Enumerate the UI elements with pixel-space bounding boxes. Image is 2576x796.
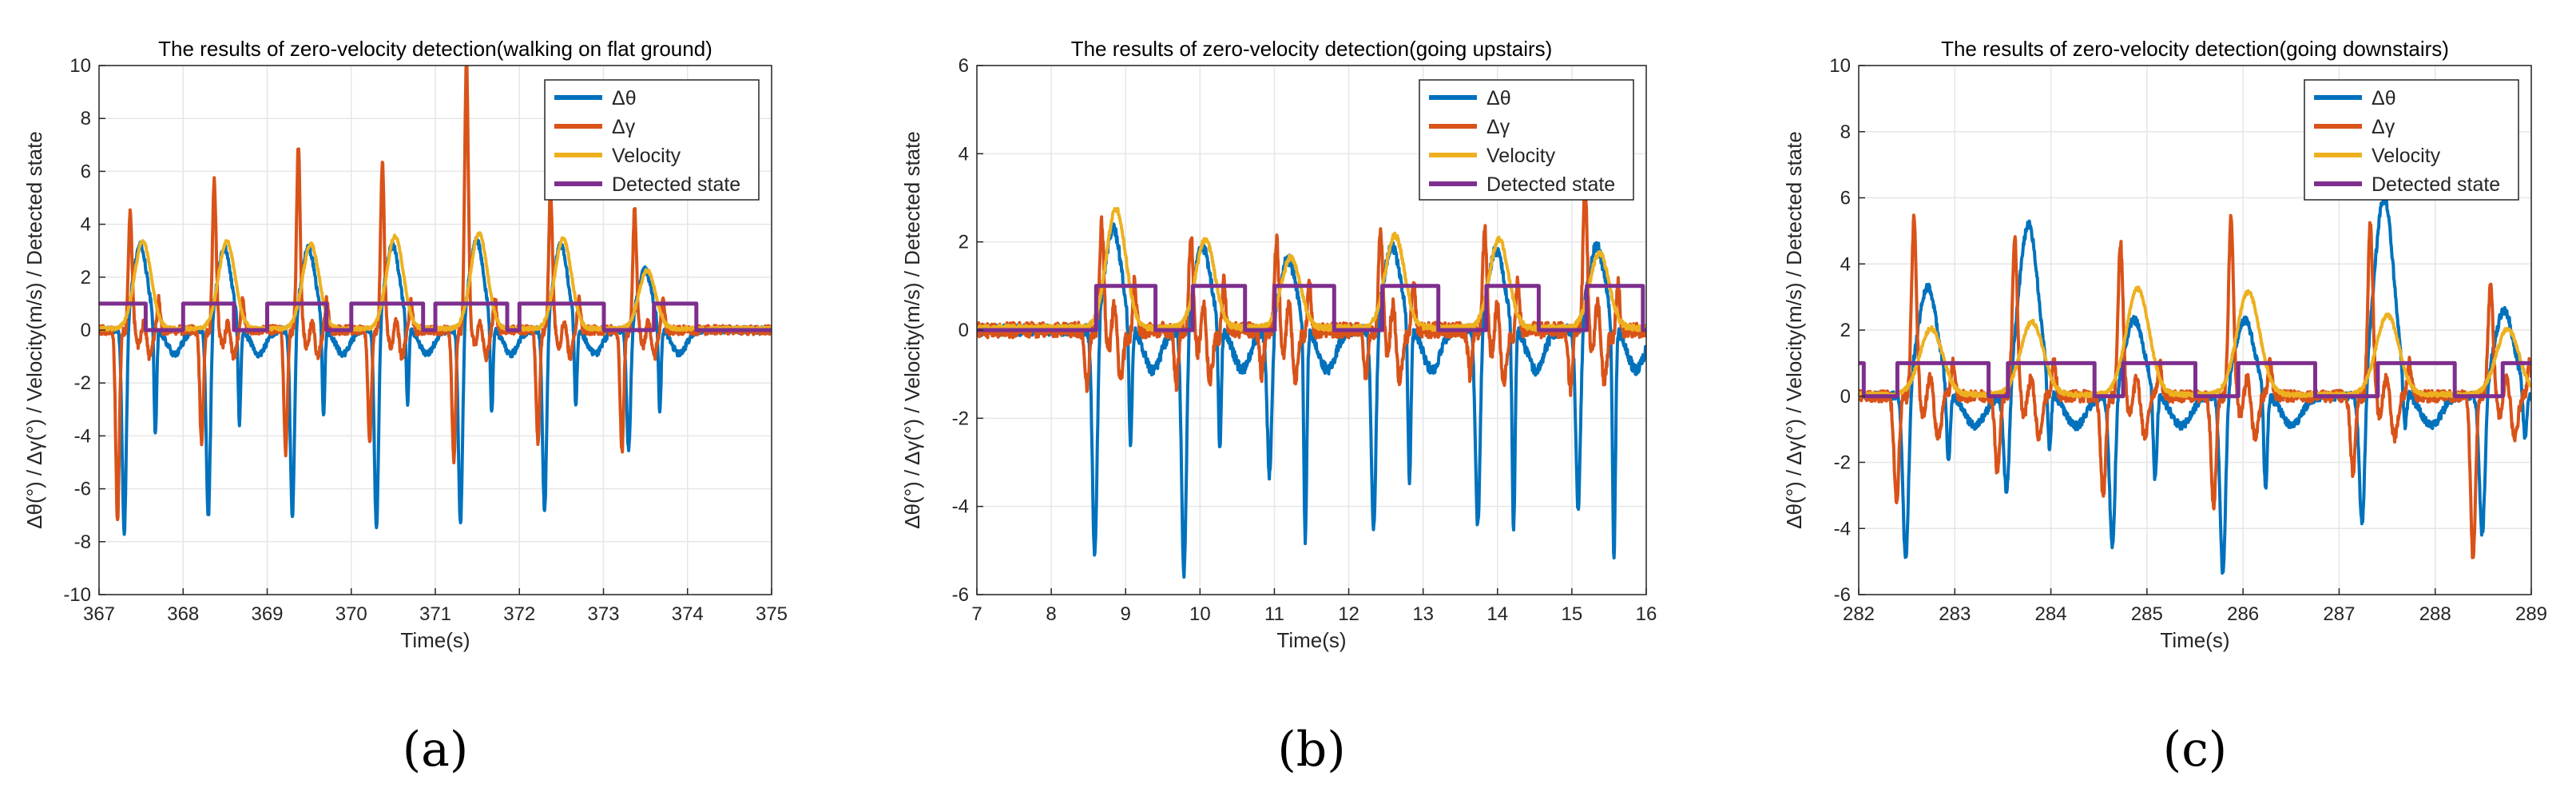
- y-tick-label: 2: [1840, 320, 1851, 341]
- y-tick-label: 0: [81, 320, 91, 341]
- legend-label: Δγ: [1486, 116, 1510, 138]
- dtheta-line: [99, 236, 772, 536]
- x-tick-label: 286: [2227, 603, 2259, 625]
- y-tick-label: 8: [81, 108, 91, 129]
- y-tick-label: -8: [74, 531, 91, 553]
- y-tick-label: -10: [63, 584, 91, 606]
- dtheta-line: [1859, 193, 2531, 575]
- x-tick-label: 285: [2131, 603, 2163, 625]
- x-tick-label: 15: [1562, 603, 1583, 625]
- x-tick-label: 372: [503, 603, 535, 625]
- y-tick-label: 6: [1840, 188, 1851, 209]
- dtheta-line: [977, 222, 1646, 579]
- y-tick-label: 4: [1840, 253, 1851, 275]
- x-tick-label: 367: [83, 603, 115, 625]
- series-group: [99, 66, 772, 536]
- x-tick-label: 14: [1486, 603, 1508, 625]
- y-tick-label: -2: [1834, 452, 1851, 474]
- y-axis-label: Δθ(°) / Δγ(°) / Velocity(m/s) / Detected…: [22, 131, 46, 529]
- legend-label: Δθ: [1486, 87, 1511, 109]
- legend: Δθ Δγ Velocity Detected state: [2304, 79, 2519, 201]
- x-tick-label: 370: [335, 603, 367, 625]
- series-group: [977, 176, 1646, 579]
- x-axis-label: Time(s): [2160, 628, 2229, 652]
- detected-state-line: [99, 301, 772, 332]
- chart-panel-1: 367 368 369 370 371 372 373 374 375 -10 -8 -6 -4 -2 0 2…: [22, 37, 788, 778]
- y-tick-label: 10: [1829, 55, 1851, 77]
- x-tick-label: 374: [672, 603, 704, 625]
- y-tick-label: 2: [81, 267, 91, 289]
- x-tick-label: 284: [2035, 603, 2067, 625]
- detected-state-line: [1859, 360, 2531, 399]
- velocity-line: [977, 206, 1646, 332]
- y-tick-label: 0: [1840, 386, 1851, 408]
- x-tick-label: 8: [1046, 603, 1056, 625]
- y-tick-label: 2: [959, 232, 969, 253]
- panel-label: (c): [2163, 722, 2227, 778]
- x-tick-label: 12: [1338, 603, 1359, 625]
- y-tick-label: 0: [959, 320, 969, 341]
- legend-label: Δγ: [2372, 116, 2395, 138]
- legend-label: Velocity: [612, 145, 681, 167]
- legend-label: Detected state: [612, 173, 740, 196]
- chart-title: The results of zero-velocity detection(g…: [1071, 37, 1553, 61]
- x-tick-label: 10: [1189, 603, 1211, 625]
- x-tick-label: 283: [1939, 603, 1971, 625]
- legend-label: Δθ: [2372, 87, 2396, 109]
- x-tick-label: 16: [1636, 603, 1657, 625]
- y-tick-label: -2: [74, 372, 91, 394]
- x-tick-label: 375: [756, 603, 788, 625]
- panel-label: (a): [403, 722, 469, 778]
- y-tick-label: 10: [69, 55, 91, 77]
- chart-title: The results of zero-velocity detection(g…: [1941, 37, 2449, 61]
- x-tick-label: 368: [167, 603, 199, 625]
- y-tick-label: 4: [959, 143, 969, 165]
- x-tick-label: 7: [971, 603, 982, 625]
- y-tick-label: -4: [1834, 518, 1851, 539]
- series-group: [1859, 193, 2531, 575]
- y-tick-label: 6: [81, 161, 91, 182]
- x-tick-label: 287: [2323, 603, 2355, 625]
- x-axis-label: Time(s): [400, 628, 470, 652]
- x-tick-label: 282: [1843, 603, 1875, 625]
- y-tick-label: -6: [1834, 584, 1851, 606]
- x-tick-label: 288: [2419, 603, 2451, 625]
- legend-label: Δγ: [612, 116, 636, 138]
- y-tick-label: -4: [952, 496, 969, 518]
- y-axis-label: Δθ(°) / Δγ(°) / Velocity(m/s) / Detected…: [1782, 131, 1806, 529]
- legend-label: Velocity: [1486, 145, 1556, 167]
- chart-title: The results of zero-velocity detection(w…: [158, 37, 712, 61]
- y-tick-label: 8: [1840, 121, 1851, 143]
- x-axis-label: Time(s): [1276, 628, 1346, 652]
- y-tick-label: -6: [952, 584, 969, 606]
- chart-panel-3: 282 283 284 285 286 287 288 289 -6 -4 -2 0 2 4 6 8 10 The…: [1782, 37, 2547, 778]
- x-tick-label: 371: [419, 603, 451, 625]
- y-tick-label: -2: [952, 408, 969, 429]
- x-tick-label: 289: [2515, 603, 2547, 625]
- y-tick-label: -4: [74, 425, 91, 447]
- x-tick-label: 373: [587, 603, 619, 625]
- y-axis-label: Δθ(°) / Δγ(°) / Velocity(m/s) / Detected…: [900, 131, 924, 529]
- y-tick-label: 4: [81, 214, 91, 236]
- legend-label: Velocity: [2372, 145, 2441, 167]
- legend: Δθ Δγ Velocity Detected state: [544, 79, 760, 201]
- y-tick-label: 6: [959, 55, 969, 77]
- legend-label: Δθ: [612, 87, 637, 109]
- legend: Δθ Δγ Velocity Detected state: [1419, 79, 1634, 201]
- legend-label: Detected state: [1486, 173, 1615, 196]
- panel-label: (b): [1277, 722, 1345, 778]
- legend-label: Detected state: [2372, 173, 2500, 196]
- detected-state-line: [977, 284, 1646, 332]
- x-tick-label: 13: [1412, 603, 1434, 625]
- x-tick-label: 11: [1264, 603, 1284, 625]
- x-tick-label: 9: [1121, 603, 1131, 625]
- x-tick-label: 369: [251, 603, 283, 625]
- chart-panel-2: 7 8 9 10 11 12 13 14 15 16 -6 -4 -2 0 2 4 6 The results o…: [900, 37, 1657, 778]
- y-tick-label: -6: [74, 479, 91, 500]
